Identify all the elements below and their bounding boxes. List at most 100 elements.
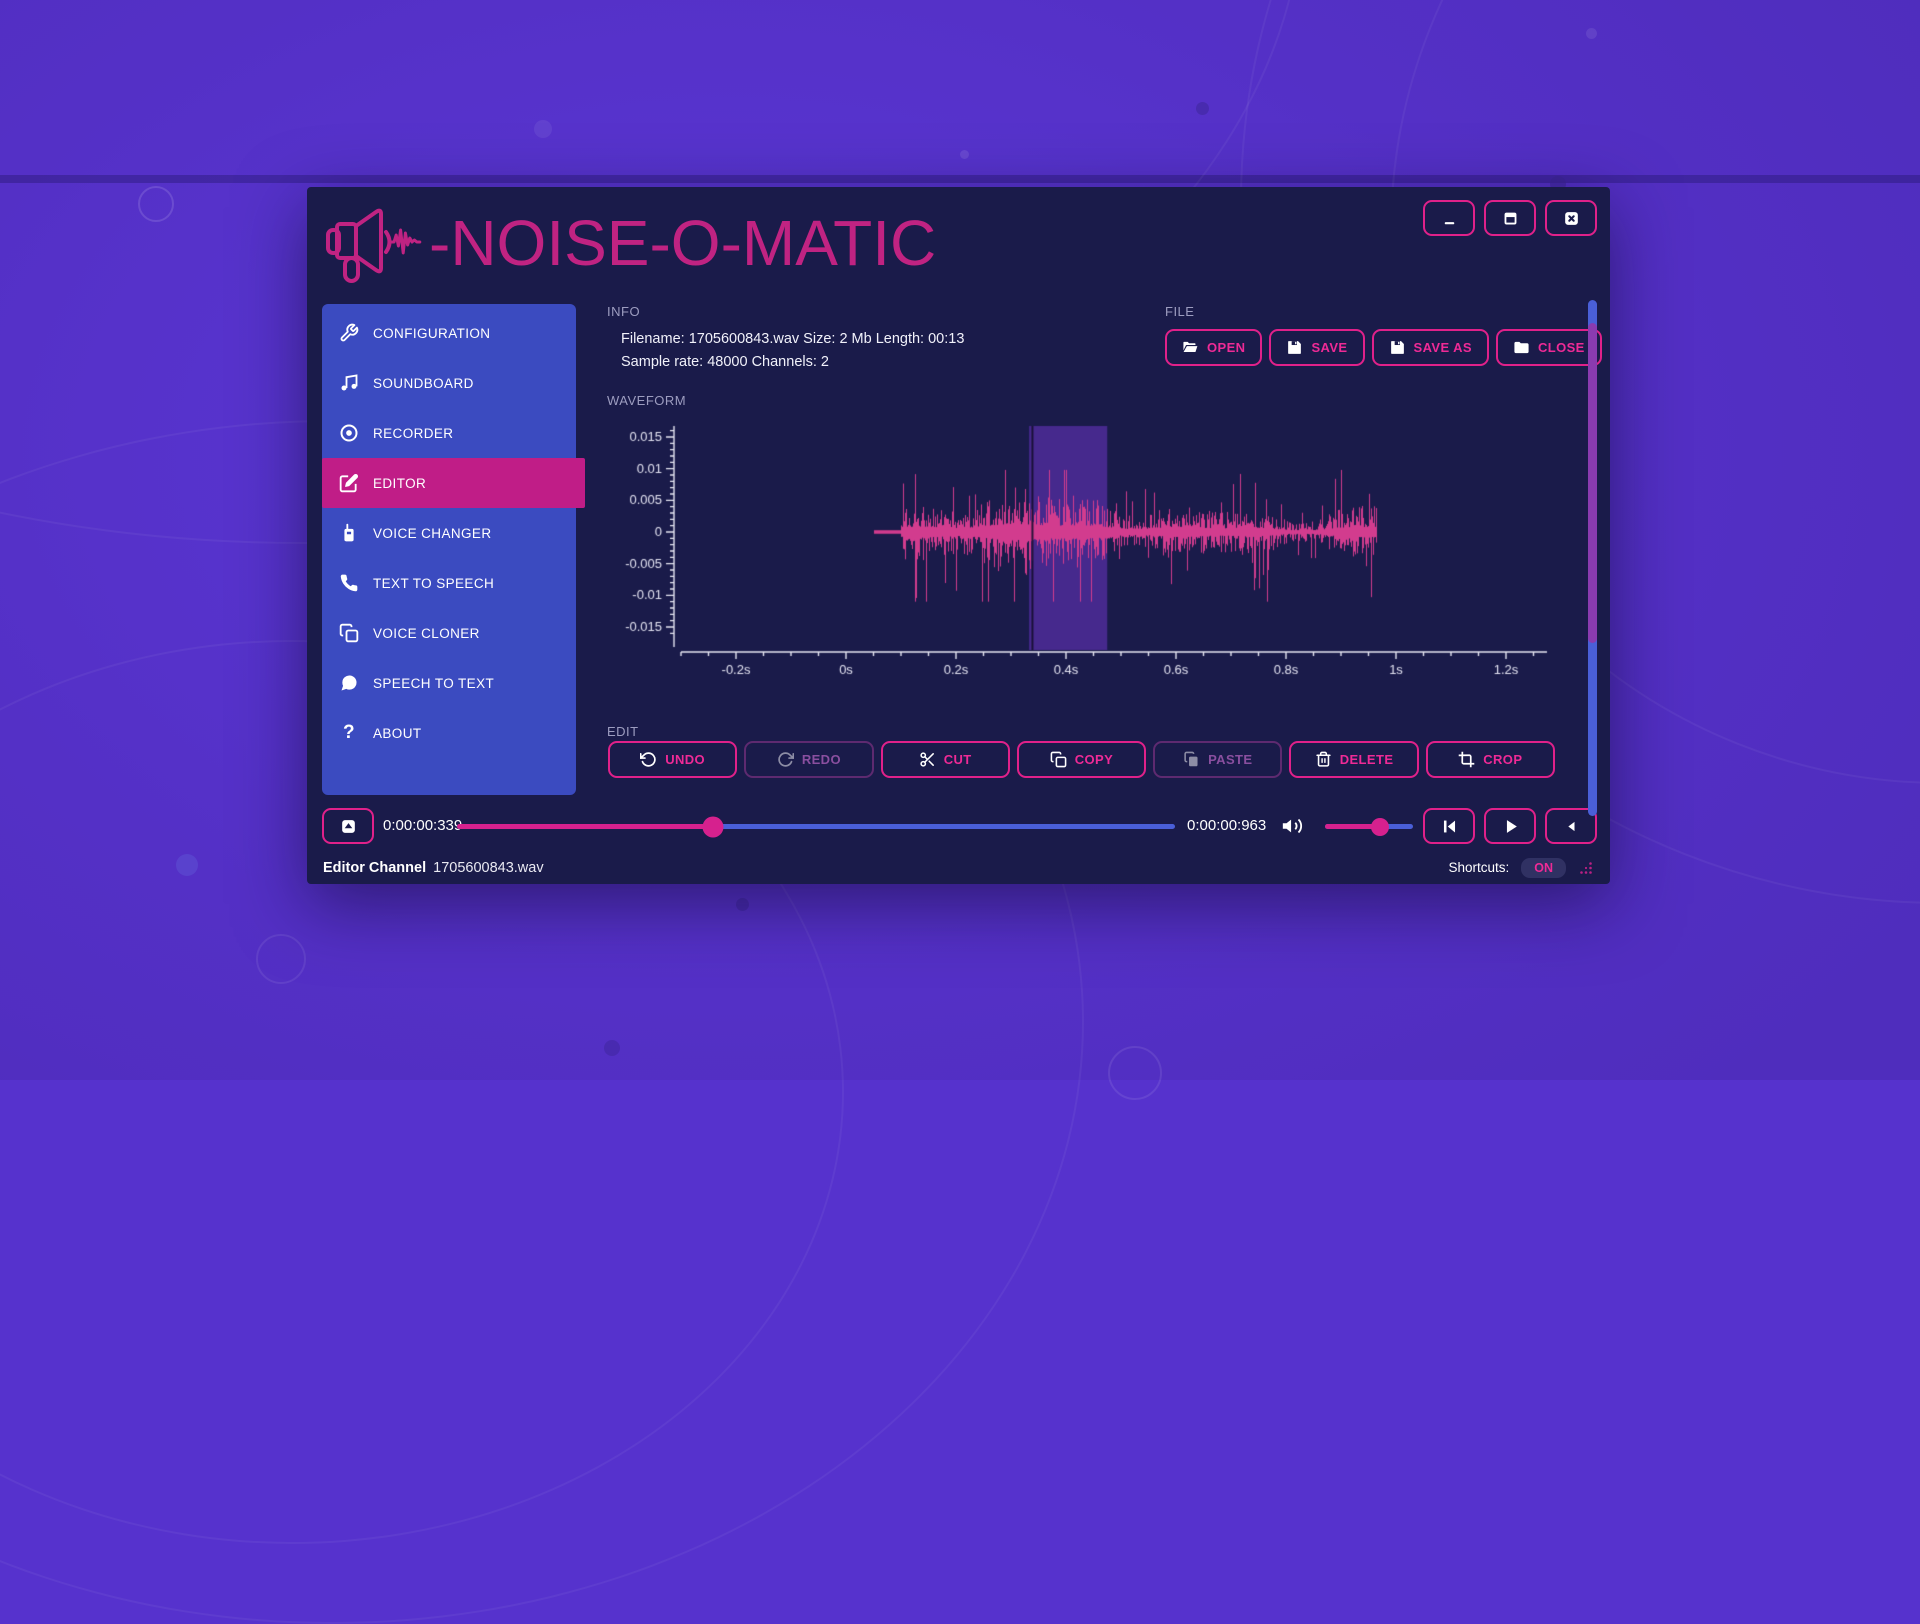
crop-button[interactable]: CROP <box>1426 741 1555 778</box>
speaker-icon[interactable] <box>1281 815 1303 837</box>
sidebar-item-text-to-speech[interactable]: TEXT TO SPEECH <box>322 558 576 608</box>
sidebar-item-voice-changer[interactable]: VOICE CHANGER <box>322 508 576 558</box>
sidebar-item-label: CONFIGURATION <box>373 326 490 341</box>
sidebar-item-configuration[interactable]: CONFIGURATION <box>322 308 576 358</box>
eject-button[interactable] <box>322 808 374 844</box>
sidebar-item-editor[interactable]: EDITOR <box>322 458 585 508</box>
background-dot <box>736 898 749 911</box>
background-ring <box>138 186 174 222</box>
undo-arrow-icon <box>640 751 657 768</box>
seek-slider[interactable] <box>457 824 1175 829</box>
cut-button[interactable]: CUT <box>881 741 1010 778</box>
skip-to-start-icon <box>1440 817 1459 836</box>
sidebar-item-speech-to-text[interactable]: SPEECH TO TEXT <box>322 658 576 708</box>
sidebar: CONFIGURATION SOUNDBOARD RECORDER EDITOR… <box>322 304 576 795</box>
floppy-save-icon <box>1286 339 1303 356</box>
skip-to-start-button[interactable] <box>1423 808 1475 844</box>
file-heading: FILE <box>1165 304 1602 319</box>
sidebar-item-about[interactable]: ? ABOUT <box>322 708 576 758</box>
copy-button[interactable]: COPY <box>1017 741 1146 778</box>
status-right: Shortcuts: ON <box>1448 858 1594 878</box>
sidebar-item-voice-cloner[interactable]: VOICE CLONER <box>322 608 576 658</box>
megaphone-logo-icon <box>325 199 425 287</box>
shortcuts-label: Shortcuts: <box>1448 860 1509 875</box>
paste-icon <box>1183 751 1200 768</box>
background-dot <box>960 150 969 159</box>
status-bar: Editor Channel 1705600843.wav Shortcuts:… <box>307 851 1610 884</box>
info-filename-line: Filename: 1705600843.wav Size: 2 Mb Leng… <box>607 331 964 347</box>
sidebar-item-label: VOICE CLONER <box>373 626 480 641</box>
seek-thumb[interactable] <box>703 816 724 837</box>
scrollbar-track[interactable] <box>1588 300 1597 816</box>
sidebar-item-label: RECORDER <box>373 426 453 441</box>
app-window: -NOISE-O-MATIC CONFIGURATION SOUNDBOARD … <box>307 187 1610 884</box>
info-samplerate-line: Sample rate: 48000 Channels: 2 <box>607 354 964 370</box>
music-note-icon <box>339 373 359 393</box>
resize-grip-icon[interactable] <box>1578 860 1594 876</box>
copy-icon <box>1050 751 1067 768</box>
app-logo: -NOISE-O-MATIC <box>325 199 936 287</box>
copy-icon <box>339 623 359 643</box>
undo-button[interactable]: UNDO <box>608 741 737 778</box>
volume-thumb[interactable] <box>1371 818 1389 836</box>
current-time: 0:00:00:339 <box>383 817 462 834</box>
trash-icon <box>1315 751 1332 768</box>
channel-label: Editor Channel <box>323 860 426 876</box>
close-file-button[interactable]: CLOSE <box>1496 329 1602 366</box>
seek-fill <box>457 824 713 829</box>
desktop-background: -NOISE-O-MATIC CONFIGURATION SOUNDBOARD … <box>0 0 1920 1080</box>
wrench-icon <box>339 323 359 343</box>
open-button[interactable]: OPEN <box>1165 329 1262 366</box>
waveform-chart[interactable] <box>607 412 1557 687</box>
speech-bubble-icon <box>339 673 359 693</box>
background-dot <box>1586 28 1597 39</box>
info-section: INFO Filename: 1705600843.wav Size: 2 Mb… <box>607 304 964 370</box>
record-icon <box>339 423 359 443</box>
shortcuts-toggle[interactable]: ON <box>1521 858 1566 878</box>
status-channel: Editor Channel 1705600843.wav <box>323 860 544 876</box>
sidebar-item-recorder[interactable]: RECORDER <box>322 408 576 458</box>
channel-filename: 1705600843.wav <box>433 860 543 876</box>
phone-icon <box>339 573 359 593</box>
player-bar: 0:00:00:339 0:00:00:963 <box>307 805 1610 849</box>
window-controls <box>1423 200 1597 236</box>
close-icon <box>1562 209 1581 228</box>
folder-closed-icon <box>1513 339 1530 356</box>
sidebar-item-label: SOUNDBOARD <box>373 376 474 391</box>
close-button[interactable] <box>1545 200 1597 236</box>
save-button[interactable]: SAVE <box>1269 329 1364 366</box>
background-dot <box>1196 102 1209 115</box>
sidebar-item-label: ABOUT <box>373 726 422 741</box>
background-dot <box>534 120 552 138</box>
minimize-icon <box>1440 209 1459 228</box>
scissors-icon <box>919 751 936 768</box>
sidebar-item-soundboard[interactable]: SOUNDBOARD <box>322 358 576 408</box>
sidebar-item-label: SPEECH TO TEXT <box>373 676 494 691</box>
background-dot <box>604 1040 620 1056</box>
question-mark-icon: ? <box>339 722 359 744</box>
scrollbar-thumb[interactable] <box>1588 323 1597 643</box>
edit-pencil-icon <box>339 473 359 493</box>
file-button-row: OPEN SAVE SAVE AS CLOSE <box>1165 329 1602 366</box>
app-title: -NOISE-O-MATIC <box>429 211 936 275</box>
background-dot <box>176 854 198 876</box>
maximize-button[interactable] <box>1484 200 1536 236</box>
crop-icon <box>1458 751 1475 768</box>
folder-open-icon <box>1182 339 1199 356</box>
background-ring <box>256 934 306 984</box>
delete-button[interactable]: DELETE <box>1289 741 1418 778</box>
background-ring <box>1108 1046 1162 1100</box>
minimize-button[interactable] <box>1423 200 1475 236</box>
paste-button[interactable]: PASTE <box>1153 741 1282 778</box>
sidebar-item-label: TEXT TO SPEECH <box>373 576 494 591</box>
volume-slider[interactable] <box>1325 824 1413 829</box>
info-heading: INFO <box>607 304 964 319</box>
sidebar-item-label: EDITOR <box>373 476 426 491</box>
end-time: 0:00:00:963 <box>1187 817 1266 834</box>
save-as-button[interactable]: SAVE AS <box>1372 329 1489 366</box>
play-button[interactable] <box>1484 808 1536 844</box>
step-back-icon <box>1562 817 1581 836</box>
play-icon <box>1501 817 1520 836</box>
redo-arrow-icon <box>777 751 794 768</box>
redo-button[interactable]: REDO <box>744 741 873 778</box>
